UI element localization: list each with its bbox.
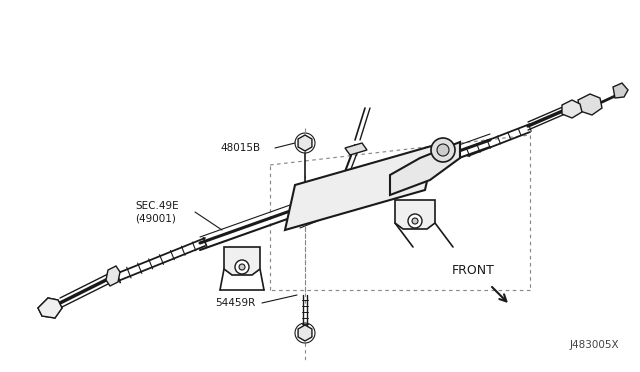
Text: 48015B: 48015B [220, 143, 260, 153]
Polygon shape [390, 142, 460, 195]
Polygon shape [298, 135, 312, 151]
Polygon shape [298, 325, 312, 341]
Polygon shape [285, 145, 435, 230]
Polygon shape [562, 100, 582, 118]
Circle shape [408, 214, 422, 228]
Circle shape [412, 218, 418, 224]
Polygon shape [38, 298, 62, 318]
Text: 54459R: 54459R [215, 298, 255, 308]
Polygon shape [613, 83, 628, 98]
Text: SEC.49E
(49001): SEC.49E (49001) [135, 201, 179, 223]
Polygon shape [345, 143, 367, 155]
Circle shape [437, 144, 449, 156]
Circle shape [235, 260, 249, 274]
Text: J483005X: J483005X [570, 340, 620, 350]
Polygon shape [578, 94, 602, 115]
Circle shape [239, 264, 245, 270]
Text: FRONT: FRONT [452, 263, 495, 276]
Polygon shape [106, 266, 120, 286]
Polygon shape [395, 200, 435, 229]
Polygon shape [224, 247, 260, 275]
Circle shape [431, 138, 455, 162]
